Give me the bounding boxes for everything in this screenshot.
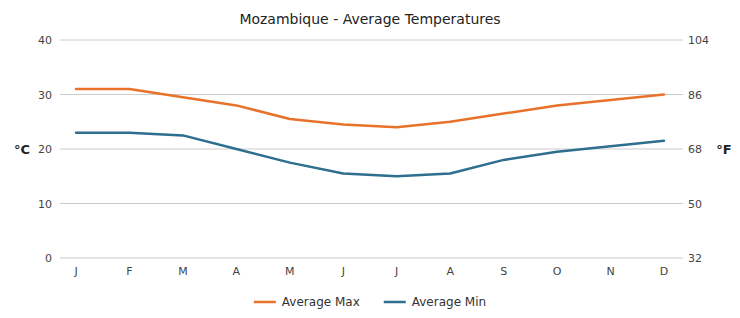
series-line	[76, 89, 664, 127]
y-tick-label: 30	[38, 89, 52, 102]
y2-tick	[680, 203, 683, 204]
y2-axis-label: °F	[716, 142, 731, 157]
x-tick-label: F	[126, 265, 132, 278]
legend-label: Average Min	[412, 295, 486, 309]
y2-tick-label: 86	[688, 89, 702, 102]
legend-label: Average Max	[282, 295, 360, 309]
y2-tick-label: 68	[688, 143, 702, 156]
legend-item: Average Max	[254, 295, 360, 309]
x-tick-label: O	[553, 265, 562, 278]
grid-line	[60, 203, 680, 204]
x-tick-label: D	[660, 265, 668, 278]
x-tick-label: N	[606, 265, 614, 278]
y2-tick	[680, 149, 683, 150]
plot-area	[76, 89, 664, 176]
y-tick-label: 20	[38, 143, 52, 156]
x-tick-label: S	[500, 265, 507, 278]
y2-tick	[680, 94, 683, 95]
y2-tick-label: 50	[688, 198, 702, 211]
grid-line	[60, 258, 680, 259]
y-tick-label: 40	[38, 34, 52, 47]
x-tick-label: A	[233, 265, 241, 278]
title: Mozambique - Average Temperatures	[239, 11, 500, 27]
y2-tick-label: 104	[688, 34, 709, 47]
grid-line	[60, 94, 680, 95]
y-tick-label: 10	[38, 198, 52, 211]
x-tick-label: J	[341, 265, 345, 278]
y2-tick-label: 32	[688, 252, 702, 265]
legend-swatch	[384, 301, 406, 304]
x-tick-label: A	[446, 265, 454, 278]
y-tick-label: 0	[45, 252, 52, 265]
legend-swatch	[254, 301, 276, 304]
x-tick-label: J	[394, 265, 398, 278]
series-line	[76, 133, 664, 177]
legend: Average Max Average Min	[254, 295, 486, 309]
grid-line	[60, 40, 680, 41]
chart: Mozambique - Average Temperatures 0 10 20 30…	[0, 0, 740, 318]
x-tick-label: M	[285, 265, 295, 278]
x-tick-label: M	[178, 265, 188, 278]
y2-tick	[680, 40, 683, 41]
legend-item: Average Min	[384, 295, 486, 309]
y2-tick	[680, 258, 683, 259]
x-tick-label: J	[73, 265, 77, 278]
y-axis-label: °C	[14, 142, 30, 157]
